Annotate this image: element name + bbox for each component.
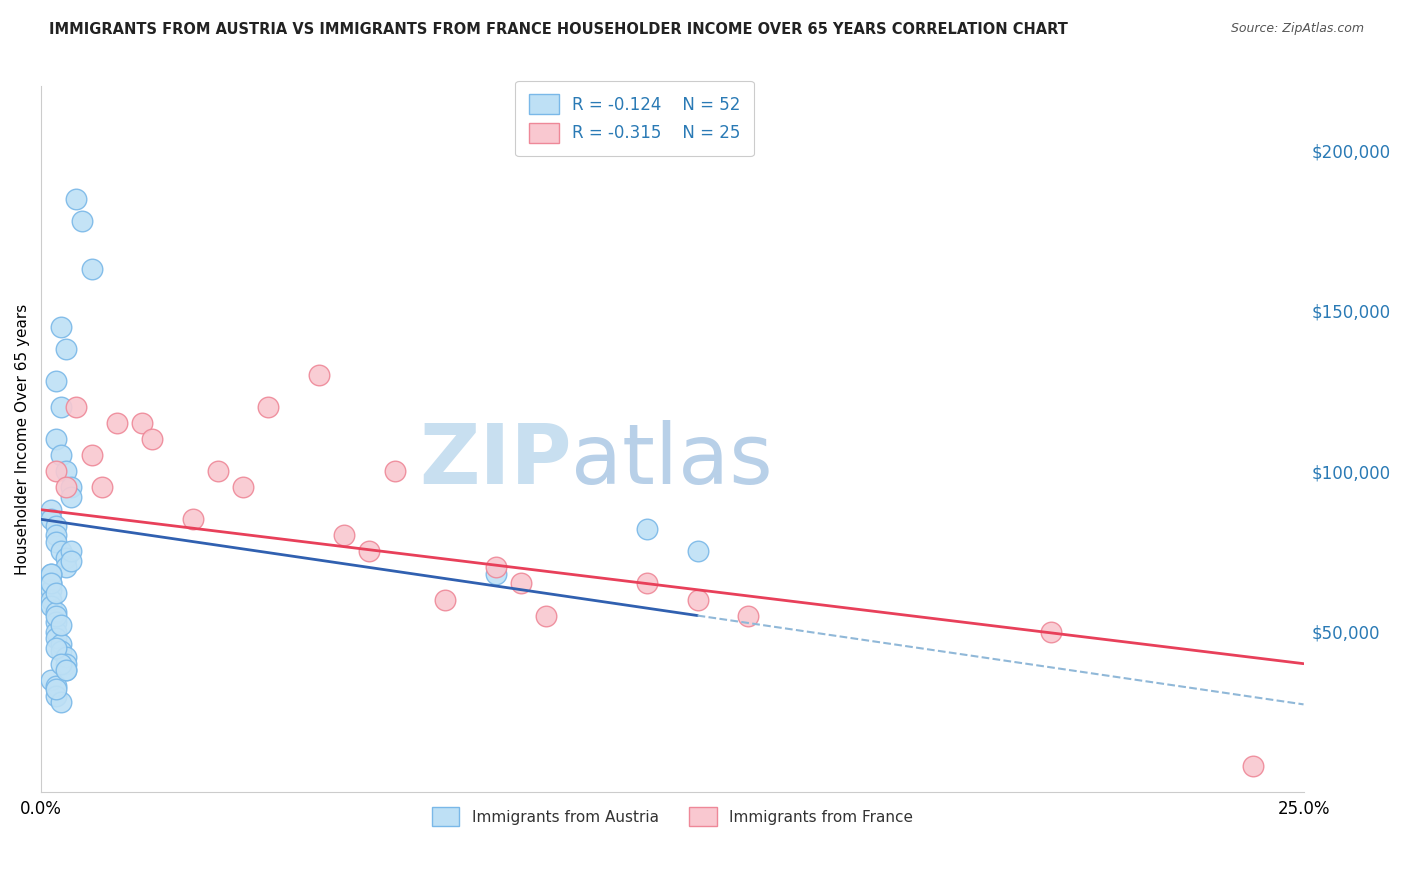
Point (90, 480, 112, 494)
Point (509, 576, 531, 591)
Point (45, 608, 67, 623)
Point (308, 368, 330, 382)
Point (55, 663, 77, 677)
Point (636, 522, 658, 536)
Point (65, 192, 87, 206)
Point (45, 534, 67, 549)
Point (55, 550, 77, 565)
Point (45, 605, 67, 619)
Point (105, 416, 128, 430)
Point (636, 576, 658, 591)
Point (39, 592, 62, 607)
Point (51, 544, 73, 558)
Point (60, 554, 83, 568)
Point (39, 566, 62, 581)
Point (1241, 759, 1264, 773)
Point (1040, 624, 1063, 639)
Point (232, 480, 254, 494)
Point (484, 566, 506, 581)
Point (55, 560, 77, 574)
Point (80, 262, 103, 277)
Y-axis label: Householder Income Over 65 years: Householder Income Over 65 years (15, 303, 30, 574)
Point (45, 624, 67, 639)
Point (737, 608, 759, 623)
Point (45, 682, 67, 697)
Point (131, 416, 153, 430)
Point (434, 592, 457, 607)
Point (55, 663, 77, 677)
Point (686, 592, 709, 607)
Text: Source: ZipAtlas.com: Source: ZipAtlas.com (1230, 22, 1364, 36)
Point (39, 566, 62, 581)
Point (51, 637, 73, 651)
Point (51, 618, 73, 632)
Point (45, 432, 67, 446)
Point (39, 512, 62, 526)
Point (45, 528, 67, 542)
Point (686, 544, 709, 558)
Point (60, 490, 83, 504)
Point (257, 400, 280, 414)
Point (51, 644, 73, 658)
Point (359, 544, 381, 558)
Point (55, 480, 77, 494)
Text: IMMIGRANTS FROM AUSTRIA VS IMMIGRANTS FROM FRANCE HOUSEHOLDER INCOME OVER 65 YEA: IMMIGRANTS FROM AUSTRIA VS IMMIGRANTS FR… (49, 22, 1069, 37)
Point (55, 464, 77, 478)
Point (45, 464, 67, 478)
Point (70, 214, 93, 228)
Point (141, 432, 163, 446)
Point (181, 512, 204, 526)
Point (45, 615, 67, 629)
Point (51, 695, 73, 709)
Point (39, 576, 62, 591)
Point (39, 502, 62, 516)
Point (60, 544, 83, 558)
Point (39, 673, 62, 687)
Point (55, 657, 77, 671)
Point (51, 319, 73, 334)
Point (39, 576, 62, 591)
Point (384, 464, 406, 478)
Point (55, 650, 77, 665)
Point (45, 518, 67, 533)
Point (484, 560, 506, 574)
Point (39, 599, 62, 613)
Point (51, 448, 73, 462)
Point (207, 464, 229, 478)
Point (45, 689, 67, 703)
Text: atlas: atlas (571, 420, 773, 500)
Point (45, 640, 67, 655)
Point (534, 608, 557, 623)
Point (39, 582, 62, 597)
Point (333, 528, 356, 542)
Text: ZIP: ZIP (419, 420, 571, 500)
Point (80, 448, 103, 462)
Point (45, 631, 67, 645)
Legend: Immigrants from Austria, Immigrants from France: Immigrants from Austria, Immigrants from… (425, 800, 921, 834)
Point (45, 679, 67, 693)
Point (65, 400, 87, 414)
Point (45, 586, 67, 600)
Point (55, 343, 77, 357)
Point (51, 400, 73, 414)
Point (45, 375, 67, 389)
Point (60, 480, 83, 494)
Point (51, 657, 73, 671)
